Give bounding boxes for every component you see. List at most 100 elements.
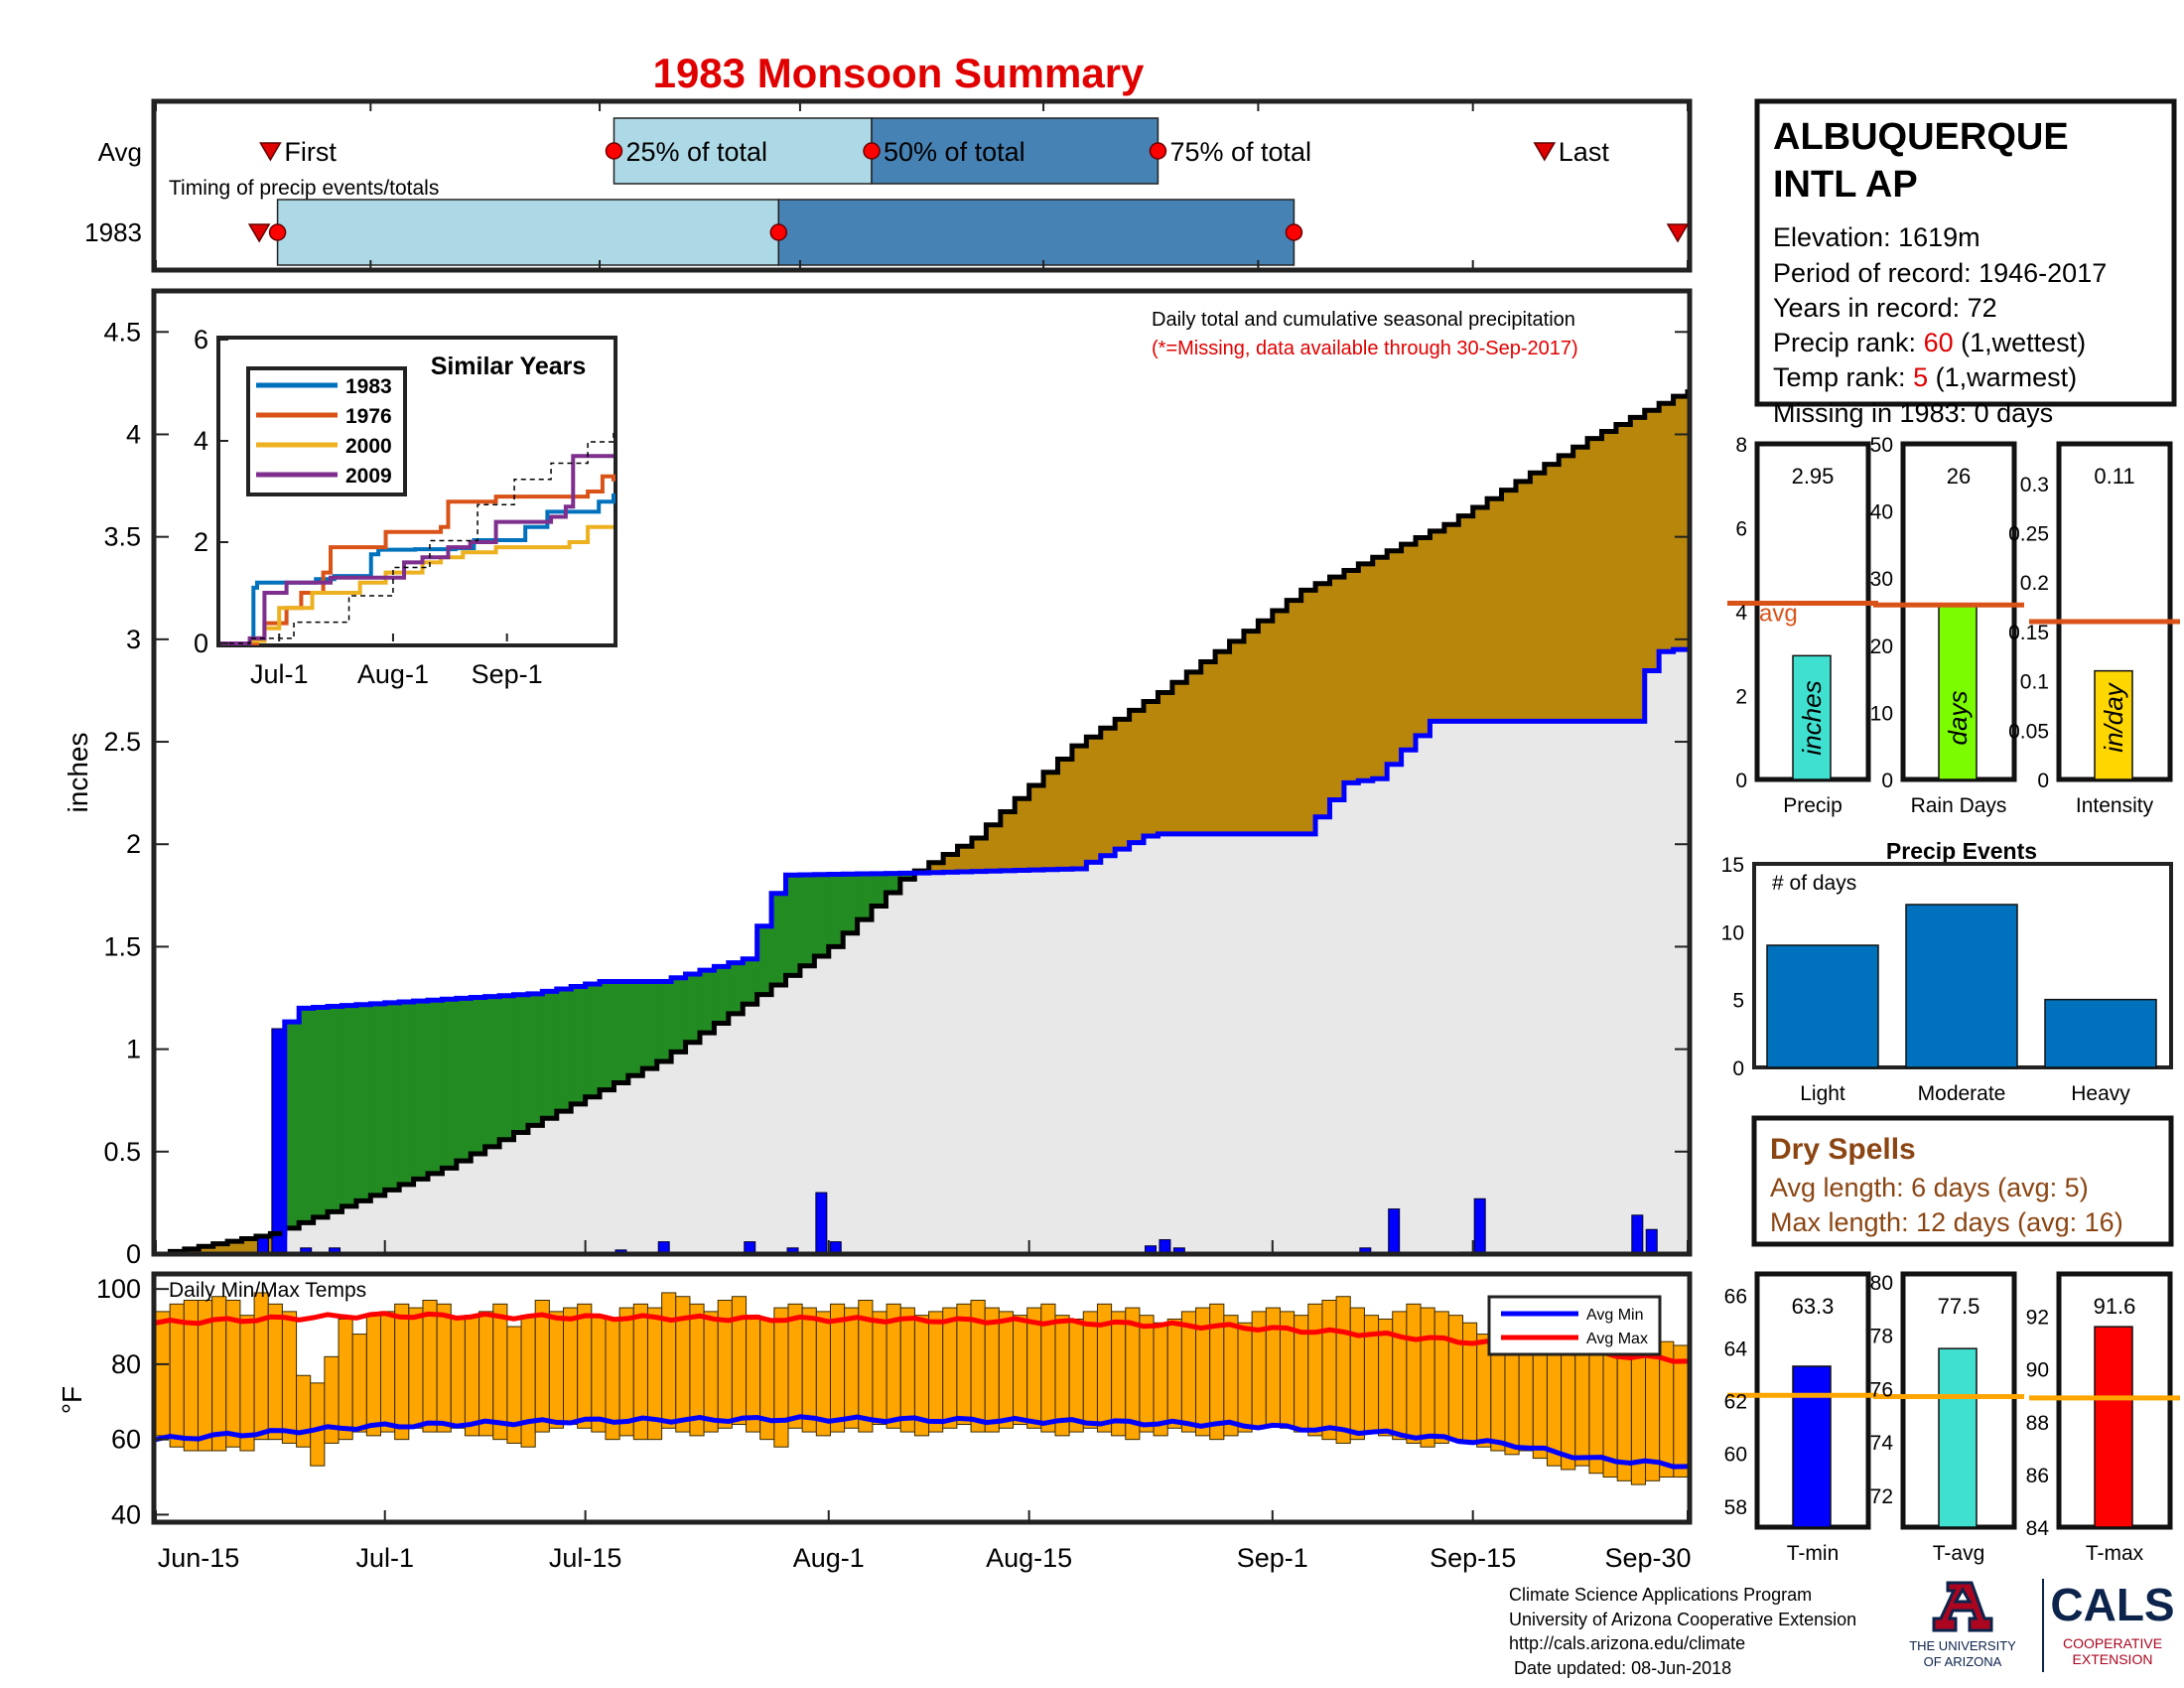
rain-days-y-tick-label: 30 bbox=[1870, 568, 1893, 591]
intensity-y-tick-label: 0.05 bbox=[2008, 720, 2049, 743]
temp-y-tick-label: 80 bbox=[111, 1349, 141, 1379]
precip-y-tick-label: 2 bbox=[1735, 686, 1747, 709]
rain-days-axis-label: Rain Days bbox=[1911, 794, 2007, 817]
precip-panel-frame bbox=[1754, 441, 1871, 782]
t-min-y-tick-label: 60 bbox=[1724, 1444, 1747, 1467]
daily-temp-bar bbox=[928, 1311, 944, 1433]
x-tick-label: Jul-15 bbox=[549, 1543, 622, 1573]
deficit-band bbox=[943, 854, 959, 873]
t-min-y-tick-label: 58 bbox=[1724, 1496, 1747, 1519]
t-avg-y-tick-label: 80 bbox=[1870, 1272, 1893, 1295]
events-bar-moderate bbox=[1905, 904, 2018, 1068]
surplus-band bbox=[886, 873, 901, 893]
surplus-band bbox=[527, 993, 543, 1126]
deficit-band bbox=[1028, 784, 1044, 871]
precip-y-tick-label: 6 bbox=[1735, 518, 1747, 541]
avg-p25-marker bbox=[605, 142, 623, 160]
inset-x-tick-label: Jul-1 bbox=[250, 659, 309, 689]
footer-line2: University of Arizona Cooperative Extens… bbox=[1509, 1610, 1856, 1629]
dry-spells-max: Max length: 12 days (avg: 16) bbox=[1770, 1207, 2123, 1237]
main-y-axis-label: inches bbox=[63, 733, 93, 813]
deficit-band bbox=[1000, 811, 1016, 871]
temp-plot-border bbox=[151, 1271, 1693, 1525]
legend-avg-max-label: Avg Max bbox=[1586, 1331, 1648, 1347]
footer-line4: Date updated: 08-Jun-2018 bbox=[1509, 1658, 1731, 1678]
ua-line2: OF ARIZONA bbox=[1924, 1654, 2002, 1669]
daily-temp-bar bbox=[661, 1292, 677, 1429]
surplus-band bbox=[556, 988, 572, 1112]
deficit-band bbox=[1530, 473, 1546, 722]
daily-temp-bar bbox=[338, 1318, 353, 1441]
events-category-label: Heavy bbox=[2071, 1082, 2130, 1105]
precip-y-tick-label: 4 bbox=[1735, 602, 1747, 625]
intensity-y-tick-label: 0.2 bbox=[2020, 572, 2049, 595]
station-years: Years in record: 72 bbox=[1773, 293, 1997, 323]
surplus-band bbox=[284, 1022, 300, 1228]
deficit-band bbox=[1587, 438, 1603, 722]
daily-temp-bar bbox=[478, 1311, 494, 1437]
surplus-band bbox=[542, 991, 558, 1119]
surplus-band bbox=[714, 966, 730, 1024]
t-avg-y-tick-label: 72 bbox=[1870, 1485, 1893, 1508]
x-tick-label: Sep-1 bbox=[1237, 1543, 1308, 1573]
timing-row-avg-label: Avg bbox=[98, 137, 142, 167]
deficit-band bbox=[1630, 417, 1646, 722]
missing-note: (*=Missing, data available through 30-Se… bbox=[1152, 338, 1578, 359]
deficit-band bbox=[1229, 640, 1245, 834]
t-min-y-tick-label: 64 bbox=[1724, 1337, 1748, 1360]
timing-panel: Avg 1983 Timing of precip events/totals … bbox=[84, 98, 1693, 273]
avg-p50-marker bbox=[863, 142, 881, 160]
intensity-y-tick-label: 0 bbox=[2037, 770, 2049, 792]
surplus-band bbox=[328, 1006, 343, 1212]
avg-q1-box bbox=[613, 117, 873, 185]
daily-temp-bar bbox=[899, 1307, 915, 1433]
inset-avg-line bbox=[220, 429, 614, 644]
similar-years-inset: 0 2 4 6 Jul-1 Aug-1 Sep-1 Similar Years 1983 19… bbox=[194, 325, 617, 689]
year-q2-box bbox=[777, 199, 1296, 266]
surplus-band bbox=[857, 874, 873, 920]
daily-temp-bar bbox=[1546, 1336, 1563, 1467]
daily-temp-bar bbox=[1321, 1300, 1337, 1441]
daily-temp-bar bbox=[422, 1300, 438, 1433]
dry-spells-avg: Avg length: 6 days (avg: 5) bbox=[1770, 1173, 2089, 1202]
deficit-band bbox=[184, 1248, 200, 1254]
daily-temp-bar bbox=[155, 1311, 171, 1437]
surplus-band bbox=[399, 1002, 415, 1185]
deficit-band bbox=[1559, 455, 1574, 722]
events-category-label: Moderate bbox=[1918, 1082, 2006, 1105]
deficit-band bbox=[241, 1238, 257, 1254]
daily-temp-bar bbox=[1335, 1296, 1351, 1444]
daily-temp-bar bbox=[492, 1303, 508, 1441]
year-q1-box bbox=[276, 199, 780, 266]
station-name-line1: ALBUQUERQUE bbox=[1773, 116, 2069, 158]
deficit-band bbox=[928, 862, 944, 873]
deficit-band bbox=[1501, 490, 1517, 722]
t-max-y-tick-label: 86 bbox=[2026, 1465, 2049, 1487]
intensity-value-label: 0.11 bbox=[2094, 464, 2134, 489]
t-max-y-tick-label: 92 bbox=[2026, 1307, 2049, 1330]
deficit-band bbox=[1158, 692, 1173, 834]
daily-temp-bar bbox=[534, 1300, 550, 1433]
rain-days-y-tick-label: 0 bbox=[1881, 770, 1893, 792]
daily-precip-bar bbox=[1645, 1228, 1658, 1255]
deficit-band bbox=[227, 1241, 243, 1254]
avg-last-label: Last bbox=[1559, 137, 1610, 167]
surplus-band bbox=[413, 1001, 429, 1180]
surplus-band bbox=[484, 996, 500, 1147]
year-p75-marker bbox=[1285, 223, 1303, 241]
daily-temp-bar bbox=[1082, 1311, 1098, 1429]
avg-q2-box bbox=[871, 117, 1160, 185]
surplus-band bbox=[799, 874, 815, 966]
t-min-value-label: 63.3 bbox=[1792, 1294, 1835, 1319]
rain-days-bar bbox=[1938, 604, 1978, 780]
daily-temp-bar bbox=[394, 1303, 410, 1441]
t-max-y-tick-label: 88 bbox=[2026, 1412, 2049, 1435]
surplus-band bbox=[814, 874, 830, 957]
daily-temp-bar bbox=[1378, 1318, 1394, 1437]
avg-first-marker-icon bbox=[259, 142, 282, 162]
station-missing: Missing in 1983: 0 days bbox=[1773, 398, 2053, 428]
daily-temp-bar bbox=[351, 1334, 367, 1433]
daily-temp-bar bbox=[1139, 1315, 1155, 1433]
inset-y-tick-label: 2 bbox=[194, 527, 208, 557]
deficit-band bbox=[1673, 396, 1689, 650]
